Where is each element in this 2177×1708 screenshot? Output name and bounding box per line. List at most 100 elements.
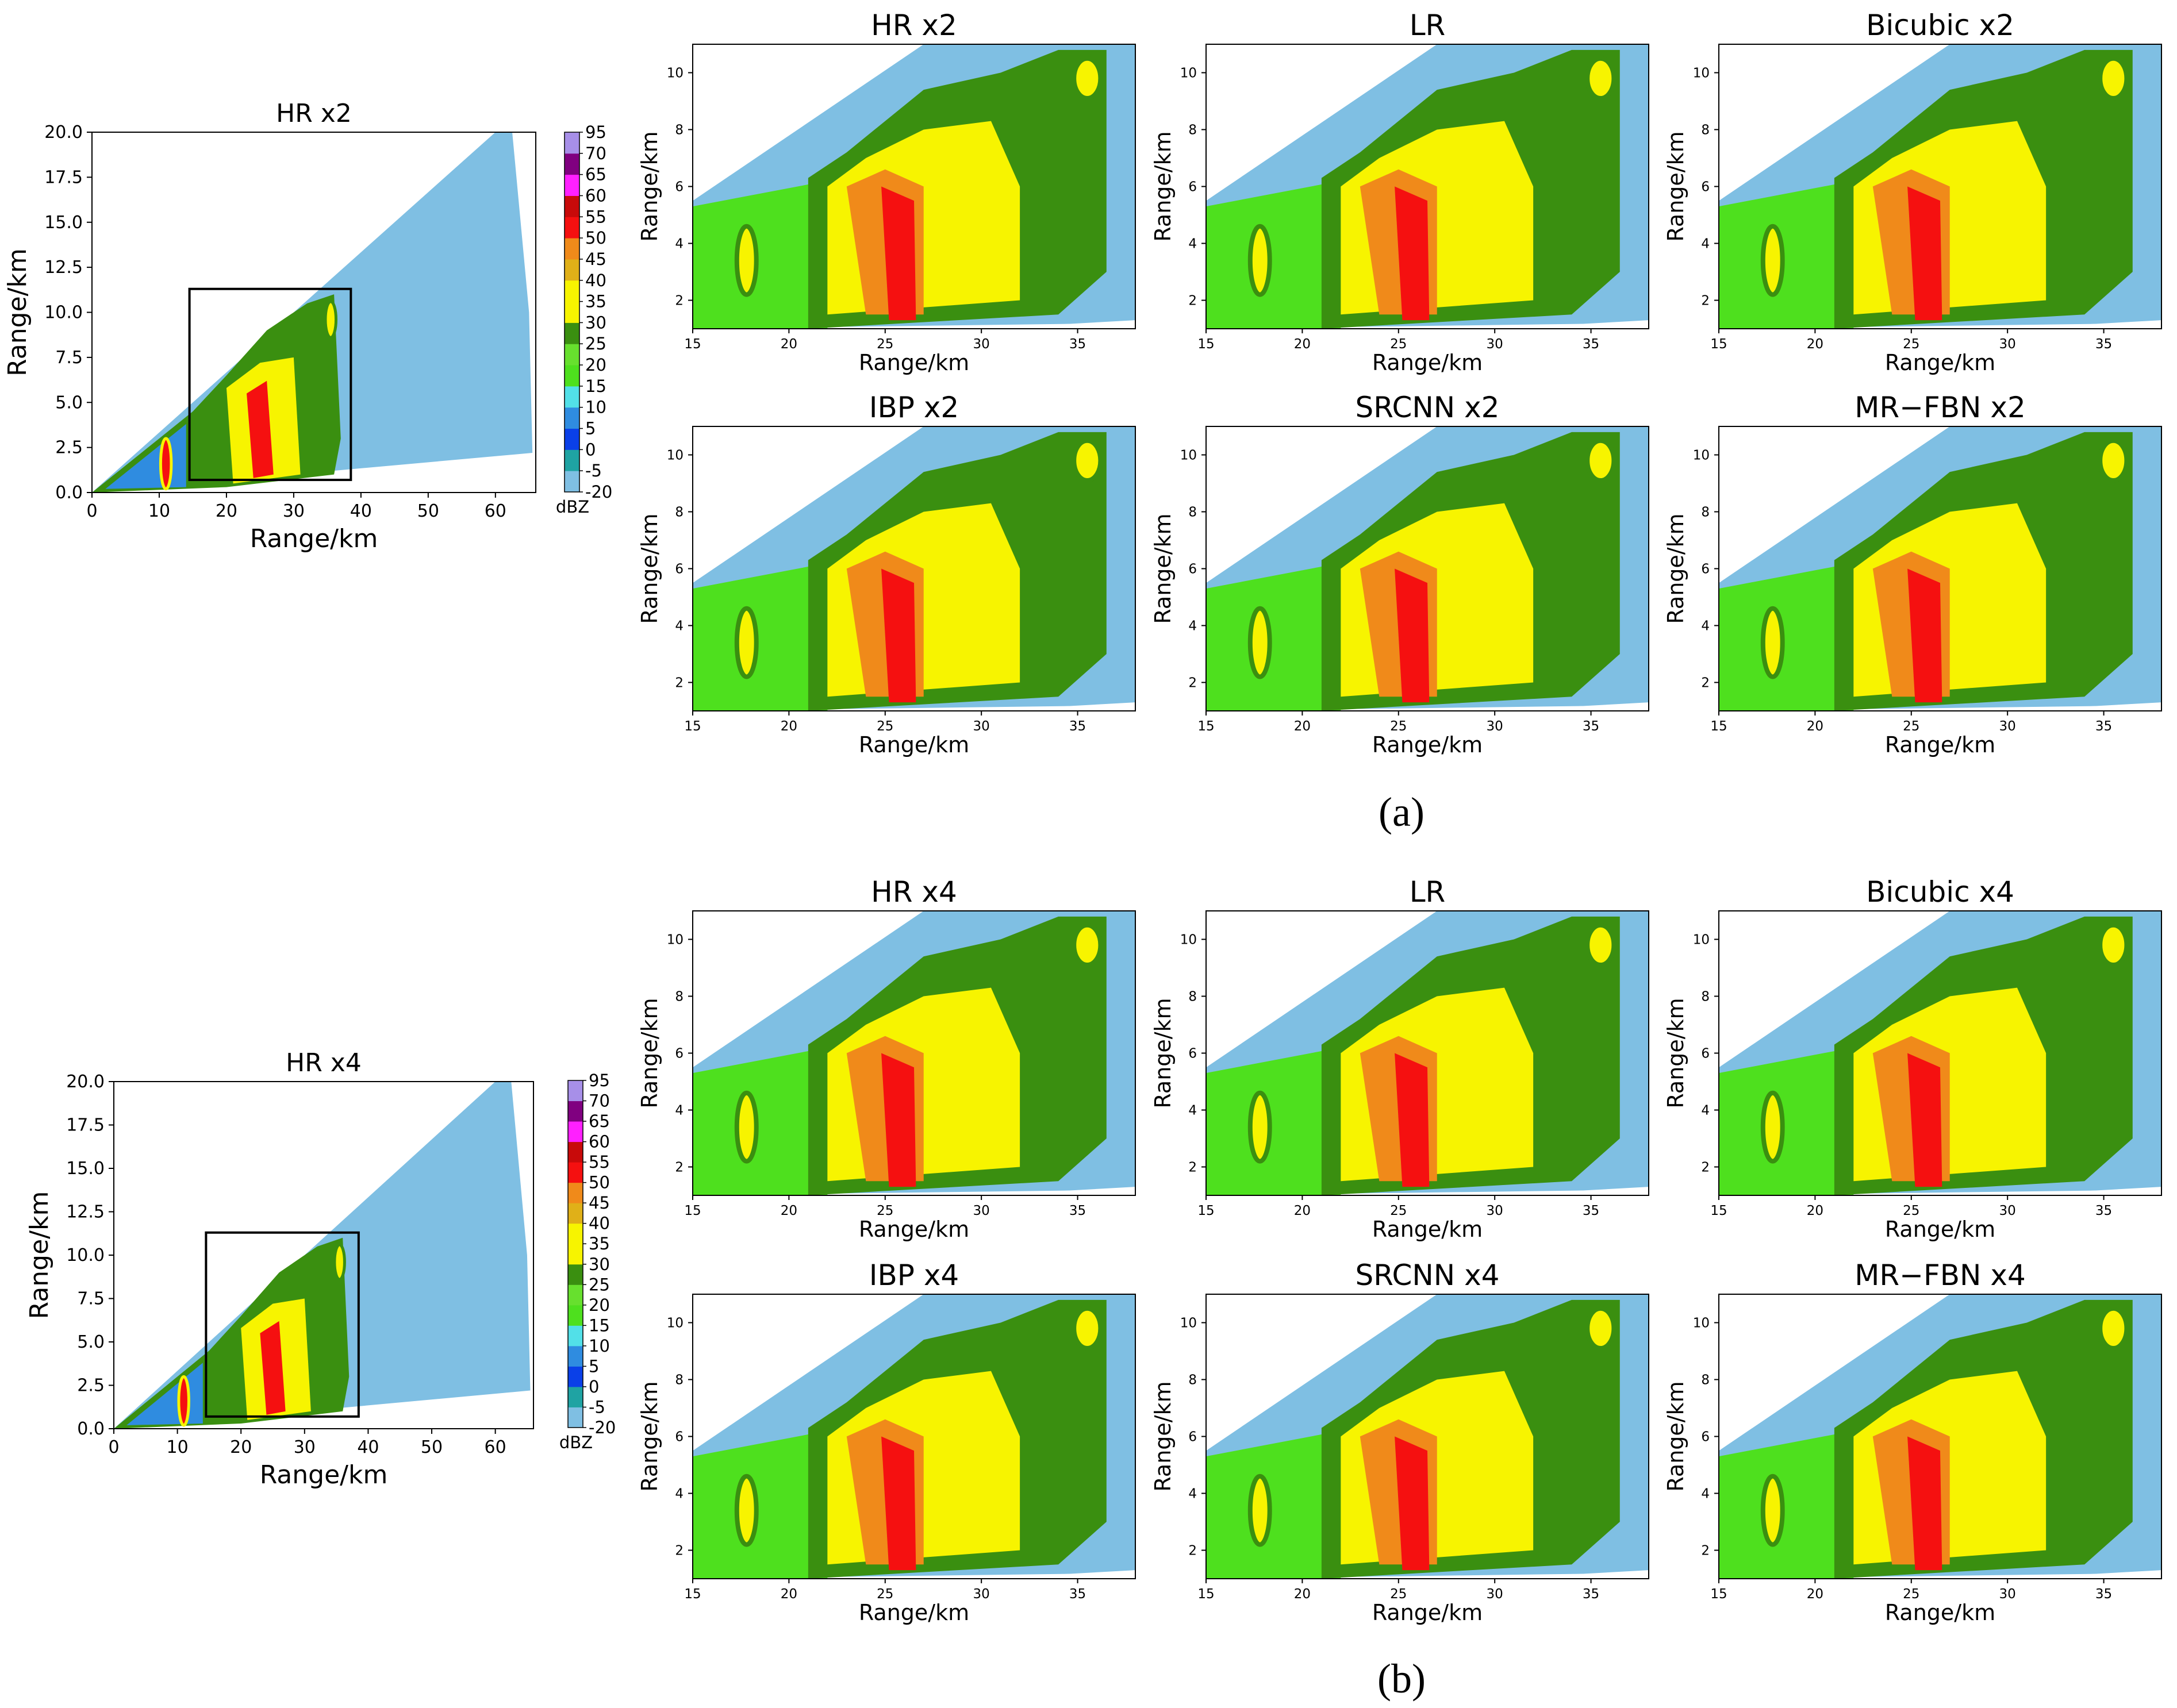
x-tick-label: 35 bbox=[1069, 1587, 1086, 1602]
y-tick-label: 4 bbox=[675, 1103, 684, 1118]
overview-panel: 0 10 20 30 40 50 60 0.0 2.5 5.0 7.5 10.0 12.5 15.0 17.… bbox=[25, 1048, 534, 1490]
colorbar-tick-label: 45 bbox=[589, 1193, 610, 1213]
x-tick-label: 30 bbox=[1999, 1203, 2016, 1218]
colorbar-segment bbox=[565, 153, 579, 175]
colorbar-segment bbox=[565, 217, 579, 238]
x-tick-label: 25 bbox=[1903, 1587, 1919, 1602]
x-tick-label: 15 bbox=[684, 337, 701, 352]
x-tick-label: 50 bbox=[417, 501, 439, 521]
colorbar-tick-label: 0 bbox=[589, 1377, 599, 1397]
colorbar-segment bbox=[568, 1366, 583, 1387]
colorbar-segment bbox=[565, 280, 579, 302]
x-tick-label: 10 bbox=[148, 501, 170, 521]
x-axis-label: Range/km bbox=[1372, 350, 1483, 375]
echo-core bbox=[881, 186, 916, 321]
y-tick-label: 4 bbox=[1188, 619, 1197, 634]
no-data-region bbox=[2007, 1187, 2161, 1195]
x-axis-label: Range/km bbox=[260, 1460, 388, 1490]
x-tick-label: 0 bbox=[108, 1437, 119, 1457]
colorbar-tick-label: 25 bbox=[585, 334, 606, 353]
y-axis-label: Range/km bbox=[1150, 513, 1176, 624]
y-tick-label: 4 bbox=[1188, 237, 1197, 252]
no-data-region bbox=[981, 1570, 1135, 1579]
colorbar-tick-label: 40 bbox=[585, 271, 606, 290]
x-tick-label: 15 bbox=[1197, 1203, 1214, 1218]
echo-core bbox=[1395, 1436, 1430, 1571]
colorbar-tick-label: 10 bbox=[585, 398, 606, 417]
y-tick-label: 6 bbox=[1701, 1430, 1710, 1445]
x-tick-label: 30 bbox=[1487, 1587, 1503, 1602]
y-tick-label: 2 bbox=[675, 1544, 684, 1559]
y-tick-label: 6 bbox=[675, 562, 684, 577]
radar-panel: 15 20 25 30 35 2 4 6 8 10 Range/km Range/km Bicubic … bbox=[1663, 875, 2162, 1242]
y-tick-label: 2 bbox=[675, 294, 684, 309]
x-axis-label: Range/km bbox=[1372, 732, 1483, 757]
no-data-region bbox=[1206, 426, 1437, 583]
colorbar-segment bbox=[568, 1141, 583, 1163]
colorbar-segment bbox=[565, 322, 579, 344]
x-tick-label: 15 bbox=[1710, 1203, 1727, 1218]
colorbar-segment bbox=[565, 365, 579, 387]
y-tick-label: 6 bbox=[1701, 180, 1710, 195]
y-tick-label: 4 bbox=[675, 619, 684, 634]
y-tick-label: 10.0 bbox=[66, 1245, 105, 1265]
y-axis-label: Range/km bbox=[1663, 998, 1688, 1108]
no-data-region bbox=[1719, 1294, 1950, 1451]
y-tick-label: 10 bbox=[1693, 933, 1710, 948]
x-tick-label: 20 bbox=[1294, 337, 1311, 352]
echo-weak bbox=[1206, 180, 1341, 329]
echo-core bbox=[881, 568, 916, 703]
echo-weak bbox=[693, 1430, 828, 1579]
x-tick-label: 30 bbox=[1999, 1587, 2016, 1602]
y-axis-label: Range/km bbox=[637, 998, 662, 1108]
echo-weak bbox=[693, 180, 828, 329]
y-tick-label: 8 bbox=[675, 505, 684, 520]
echo-core bbox=[247, 380, 274, 478]
echo-weak bbox=[1719, 180, 1854, 329]
colorbar-tick-label: 25 bbox=[589, 1275, 610, 1294]
y-tick-label: 2 bbox=[1701, 1544, 1710, 1559]
y-tick-label: 0.0 bbox=[77, 1419, 105, 1439]
colorbar-tick-label: 5 bbox=[589, 1356, 599, 1376]
y-axis-label: Range/km bbox=[25, 1191, 54, 1320]
colorbar-tick-label: 65 bbox=[589, 1111, 610, 1131]
x-tick-label: 20 bbox=[781, 719, 797, 734]
x-tick-label: 25 bbox=[1390, 1587, 1407, 1602]
x-tick-label: 30 bbox=[1487, 719, 1503, 734]
x-tick-label: 20 bbox=[1807, 1587, 1823, 1602]
echo-cell-top bbox=[2098, 56, 2129, 101]
x-tick-label: 15 bbox=[1710, 337, 1727, 352]
x-tick-label: 30 bbox=[973, 1203, 990, 1218]
x-axis-label: Range/km bbox=[1885, 1600, 1995, 1625]
x-tick-label: 0 bbox=[86, 501, 97, 521]
no-data-region bbox=[1206, 911, 1437, 1068]
panel-title: HR x2 bbox=[276, 99, 352, 128]
x-tick-label: 60 bbox=[485, 1437, 506, 1457]
echo-cell-left bbox=[734, 606, 759, 679]
echo-weak bbox=[693, 563, 828, 711]
colorbar-segment bbox=[565, 449, 579, 471]
echo-weak bbox=[1206, 1047, 1341, 1195]
no-data-region bbox=[1495, 1187, 1649, 1195]
y-tick-label: 15.0 bbox=[44, 213, 83, 233]
colorbar-segment bbox=[565, 174, 579, 196]
panel-title: Bicubic x2 bbox=[1866, 9, 2014, 42]
y-tick-label: 8 bbox=[1188, 123, 1197, 138]
y-tick-label: 2.5 bbox=[77, 1376, 105, 1396]
colorbar-frame bbox=[564, 132, 580, 493]
y-tick-label: 6 bbox=[1188, 180, 1197, 195]
echo-cell-top bbox=[324, 300, 338, 339]
y-tick-label: 8 bbox=[1188, 1373, 1197, 1388]
y-tick-label: 15.0 bbox=[66, 1159, 105, 1179]
x-tick-label: 15 bbox=[1197, 1587, 1214, 1602]
radar-panel: 15 20 25 30 35 2 4 6 8 10 Range/km Range/km MR−FBN x… bbox=[1663, 391, 2162, 757]
caption-a: (a) bbox=[1379, 789, 1425, 835]
y-tick-label: 10 bbox=[667, 1316, 684, 1331]
caption-b: (b) bbox=[1377, 1656, 1426, 1702]
y-tick-label: 5.0 bbox=[77, 1332, 105, 1352]
echo-cell-top bbox=[1585, 438, 1617, 483]
y-tick-label: 8 bbox=[1701, 1373, 1710, 1388]
y-tick-label: 5.0 bbox=[55, 393, 83, 413]
y-tick-label: 20.0 bbox=[66, 1072, 105, 1092]
